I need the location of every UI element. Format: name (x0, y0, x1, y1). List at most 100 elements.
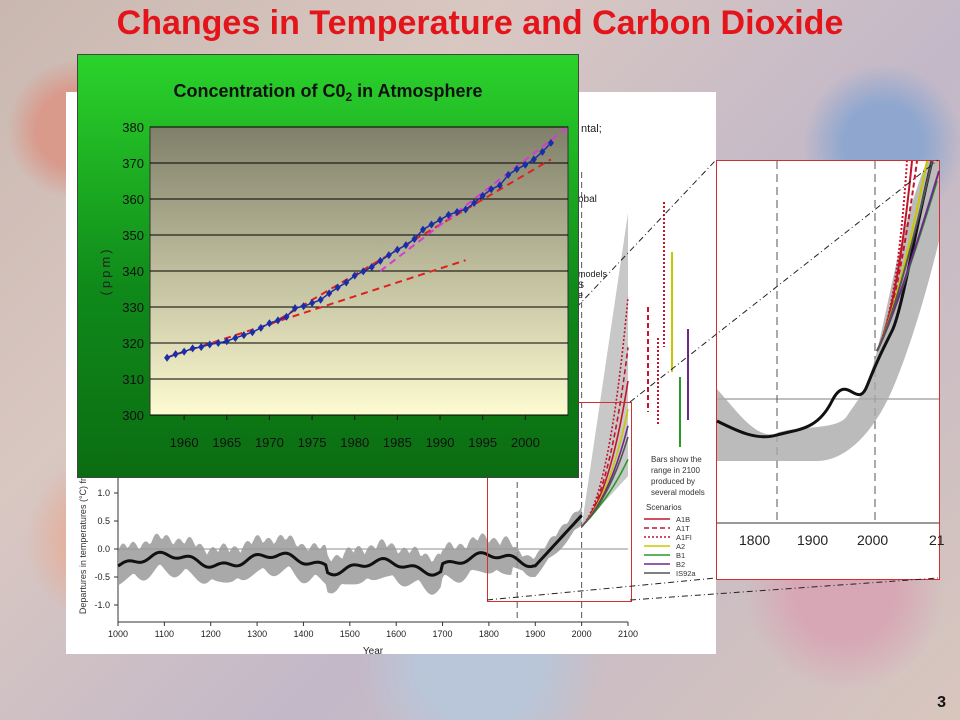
co2-data-point (317, 295, 324, 304)
co2-data-point (530, 155, 537, 164)
co2-data-point (377, 256, 384, 265)
co2-data-point (223, 337, 230, 346)
x-tick-label: 1400 (293, 629, 313, 639)
co2-data-point (206, 340, 213, 349)
co2-data-point (334, 283, 341, 292)
x-tick-label: 2100 (618, 629, 638, 639)
zoom-x-tick-label: 1900 (797, 532, 828, 548)
partial-text: obal (578, 194, 597, 205)
x-tick-label: 1995 (468, 435, 497, 450)
zoom-inset: 1800 1900 2000 21 (716, 160, 945, 580)
co2-data-point (402, 241, 409, 250)
co2-data-point (274, 316, 281, 325)
y-tick-label: 0.5 (97, 516, 110, 526)
bars-note-line: Bars show the (651, 455, 702, 464)
co2-data-point (351, 271, 358, 280)
x-tick-label: 1300 (247, 629, 267, 639)
co2-data-point (215, 339, 222, 347)
legend-label: B2 (676, 560, 685, 569)
co2-data-point (189, 344, 196, 353)
y-tick-label: 1.0 (97, 488, 110, 498)
y-tick-label: -0.5 (94, 572, 110, 582)
co2-data-point (385, 251, 392, 260)
y-tick-label: 310 (122, 372, 144, 387)
co2-data-point (266, 319, 273, 328)
co2-data-point (505, 170, 512, 179)
y-tick-label: 350 (122, 228, 144, 243)
x-tick-label: 1970 (255, 435, 284, 450)
co2-data-point (326, 289, 333, 298)
y-tick-label: 340 (122, 264, 144, 279)
chart-title-suffix: in Atmosphere (352, 81, 482, 101)
x-tick-label: 2000 (572, 629, 592, 639)
x-tick-label: 1100 (155, 629, 174, 639)
co2-data-point (164, 353, 171, 362)
co2-data-point (257, 323, 264, 332)
temperature-chart: -1.0 -0.5 0.0 0.5 1.0 1000 1100 1200 1300 1400 150… (78, 123, 705, 657)
x-tick-label: 1000 (108, 629, 128, 639)
x-tick-label: 1700 (433, 629, 453, 639)
partial-text: ntal; (581, 123, 602, 135)
co2-data-point (309, 299, 316, 308)
y-tick-label: 0.0 (97, 544, 110, 554)
y-tick-label: 370 (122, 156, 144, 171)
co2-data-point (249, 328, 256, 337)
co2-data-point (419, 225, 426, 234)
y-axis-label: (ppm) (98, 247, 113, 296)
x-tick-label: 1975 (298, 435, 327, 450)
slide-number: 3 (937, 694, 946, 711)
co2-data-point (394, 245, 401, 254)
temperature-history-line (117, 514, 583, 577)
co2-data-point (496, 181, 503, 190)
co2-data-point (547, 138, 554, 147)
legend-label: A1T (676, 524, 690, 533)
x-tick-label: 1985 (383, 435, 412, 450)
co2-data-point (454, 207, 461, 216)
co2-data-point (368, 263, 375, 272)
x-tick-label: 1500 (340, 629, 360, 639)
co2-series-line (166, 142, 552, 359)
zoom-x-tick-label: 21 (929, 532, 945, 548)
trend-line (268, 158, 552, 326)
legend-label: IS92a (676, 569, 696, 578)
co2-data-point (471, 198, 478, 207)
zoom-uncertainty-band (717, 161, 939, 461)
y-tick-label: 330 (122, 300, 144, 315)
legend-label: B1 (676, 551, 685, 560)
x-tick-label: 2000 (511, 435, 540, 450)
co2-data-point (343, 278, 350, 287)
zoom-chart: 1800 1900 2000 21 (716, 160, 945, 548)
x-axis-label: Year (363, 646, 384, 657)
scenario-line (581, 436, 629, 528)
co2-data-point (462, 205, 469, 214)
projection-envelope (581, 213, 628, 527)
temperature-uncertainty-band (118, 505, 582, 595)
co2-chart: Concentration of C02 in Atmosphere 300 310… (98, 81, 569, 450)
x-tick-label: 1900 (525, 629, 545, 639)
trend-line (379, 126, 569, 272)
co2-data-point (300, 302, 307, 311)
legend-label: A1FI (676, 533, 692, 542)
co2-data-point (172, 350, 179, 359)
x-tick-label: 1600 (386, 629, 406, 639)
co2-data-point (522, 160, 529, 169)
co2-data-point (539, 147, 546, 156)
co2-data-point (488, 185, 495, 194)
co2-data-point (513, 165, 520, 174)
zoom-x-tick-label: 2000 (857, 532, 888, 548)
co2-data-point (240, 331, 247, 340)
co2-chart-panel: Concentration of C02 in Atmosphere 300 310… (77, 54, 579, 478)
slide-title: Changes in Temperature and Carbon Dioxid… (116, 4, 844, 42)
co2-data-point (411, 234, 418, 243)
bars-note-line: range in 2100 (651, 466, 700, 475)
co2-data-point (479, 191, 486, 200)
bars-note-line: several models (651, 488, 705, 497)
x-tick-label: 1990 (426, 435, 455, 450)
co2-data-point (181, 347, 188, 356)
y-tick-label: -1.0 (94, 600, 110, 610)
x-tick-label: 1200 (201, 629, 221, 639)
y-tick-label: 320 (122, 336, 144, 351)
x-tick-label: 1980 (340, 435, 369, 450)
y-tick-label: 360 (122, 192, 144, 207)
y-tick-label: 300 (122, 408, 144, 423)
